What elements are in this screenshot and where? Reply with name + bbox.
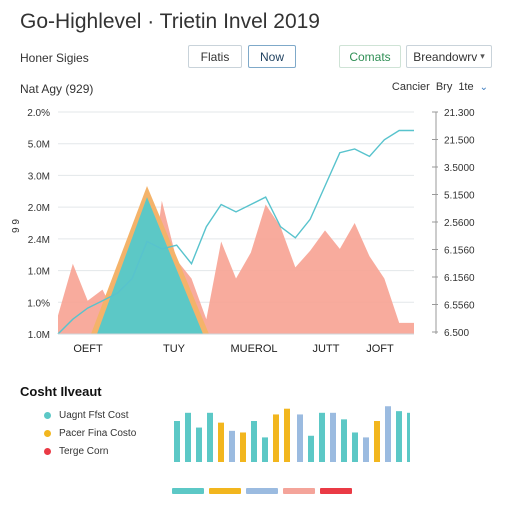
area-chart: 2.0% 5.0M 3.0M 2.0M 2.4M 1.0M 1.0% 1.0M 21.300 21… (0, 100, 512, 370)
y-left-tick-label: 2.0M (28, 203, 50, 214)
legend-label: Terge Corn (59, 445, 109, 457)
mini-bar (319, 412, 325, 462)
y-right-tick-label: 5.1500 (444, 191, 475, 202)
mini-bar (297, 414, 303, 462)
line-series (57, 129, 414, 335)
color-swatches (172, 488, 352, 494)
y-right-tick-label: 21.500 (444, 136, 475, 147)
y-left-tick-label: 1.0M (28, 267, 50, 278)
y-right-tick-label: 6.1560 (444, 246, 475, 257)
x-tick-label: TUY (163, 343, 186, 355)
mini-bar (262, 437, 268, 462)
mini-bar (229, 430, 235, 462)
y-left-tick-label: 1.0M (28, 330, 50, 341)
x-tick-label: MUEROL (230, 343, 277, 355)
filter-value: 1te (458, 81, 474, 93)
y-right-tick-label: 21.300 (444, 108, 475, 119)
panel-label: Nat Agy (929) (20, 82, 94, 96)
chevron-down-icon: ⌄ (479, 81, 488, 93)
mini-bar (251, 421, 257, 462)
mini-bar (207, 412, 213, 462)
legend-item: Uagnt Ffst Cost (44, 406, 136, 424)
y-left-tick-label: 2.0% (27, 108, 50, 119)
area-series-salmon (58, 200, 414, 334)
mini-bar (407, 412, 410, 462)
legend-dot (44, 447, 51, 455)
cost-legend: Uagnt Ffst Cost Pacer Fina Costo Terge C… (44, 406, 136, 460)
y-right-tick-label: 6.1560 (444, 273, 475, 284)
x-tick-label: JUTT (313, 343, 340, 355)
filter-label: Cancier (391, 81, 430, 93)
comats-button[interactable]: Comats (339, 45, 401, 68)
mini-bar (240, 432, 246, 462)
y-left-tick-label: 1.0% (27, 298, 50, 309)
legend-item: Terge Corn (44, 442, 136, 460)
mini-bar (396, 411, 402, 462)
mini-bar (185, 412, 191, 462)
mini-bar (330, 412, 336, 462)
mini-bar (174, 421, 180, 462)
filter-dropdown[interactable]: Cancier Bry 1te ⌄ (392, 81, 488, 93)
mini-bar (341, 419, 347, 462)
cost-section-title: Cosht Ilveaut (20, 384, 102, 399)
y-left-tick-label: 2.4M (28, 235, 50, 246)
legend-label: Uagnt Ffst Cost (59, 409, 129, 421)
mini-bar (284, 408, 290, 462)
flatis-button[interactable]: Flatis (188, 45, 242, 68)
mini-bar (352, 432, 358, 462)
breakdown-label: Breandowrv (413, 49, 478, 64)
y-right-tick-label: 6.500 (444, 328, 469, 339)
y-left-tick-label: 3.0M (28, 171, 50, 182)
filter-by: Bry (435, 81, 453, 93)
area-series-teal-peak (97, 197, 203, 334)
mini-bar (374, 421, 380, 462)
x-tick-label: OEFT (73, 343, 103, 355)
mini-bar (385, 406, 391, 462)
color-swatch (209, 488, 241, 494)
breakdown-dropdown[interactable]: Breandowrv ▾ (406, 45, 492, 68)
now-button[interactable]: Now (248, 45, 296, 68)
legend-dot (44, 429, 51, 437)
y-axis-title: 9 9 (11, 219, 22, 233)
color-swatch (172, 488, 204, 494)
color-swatch (283, 488, 315, 494)
mini-bar (196, 427, 202, 462)
area-chart-svg: 2.0% 5.0M 3.0M 2.0M 2.4M 1.0M 1.0% 1.0M 21.300 21… (11, 108, 475, 355)
color-swatch (246, 488, 278, 494)
legend-item: Pacer Fina Costo (44, 424, 136, 442)
mini-bar (308, 435, 314, 462)
mini-bar (273, 414, 279, 462)
legend-dot (44, 411, 51, 419)
color-swatch (320, 488, 352, 494)
y-right-tick-label: 2.5600 (444, 218, 475, 229)
x-tick-label: JOFT (366, 343, 394, 355)
chevron-down-icon: ▾ (480, 51, 485, 61)
y-left-tick-label: 5.0M (28, 140, 50, 151)
section-subtitle: Honer Sigies (20, 51, 89, 65)
y-right-tick-label: 6.5560 (444, 301, 475, 312)
legend-label: Pacer Fina Costo (59, 427, 137, 439)
page-title: Go-Highlevel · Trietin Invel 2019 (20, 10, 320, 33)
mini-bar (218, 422, 224, 462)
mini-bar-chart (174, 406, 410, 462)
y-right-tick-label: 3.5000 (444, 163, 475, 174)
mini-bar (363, 437, 369, 462)
